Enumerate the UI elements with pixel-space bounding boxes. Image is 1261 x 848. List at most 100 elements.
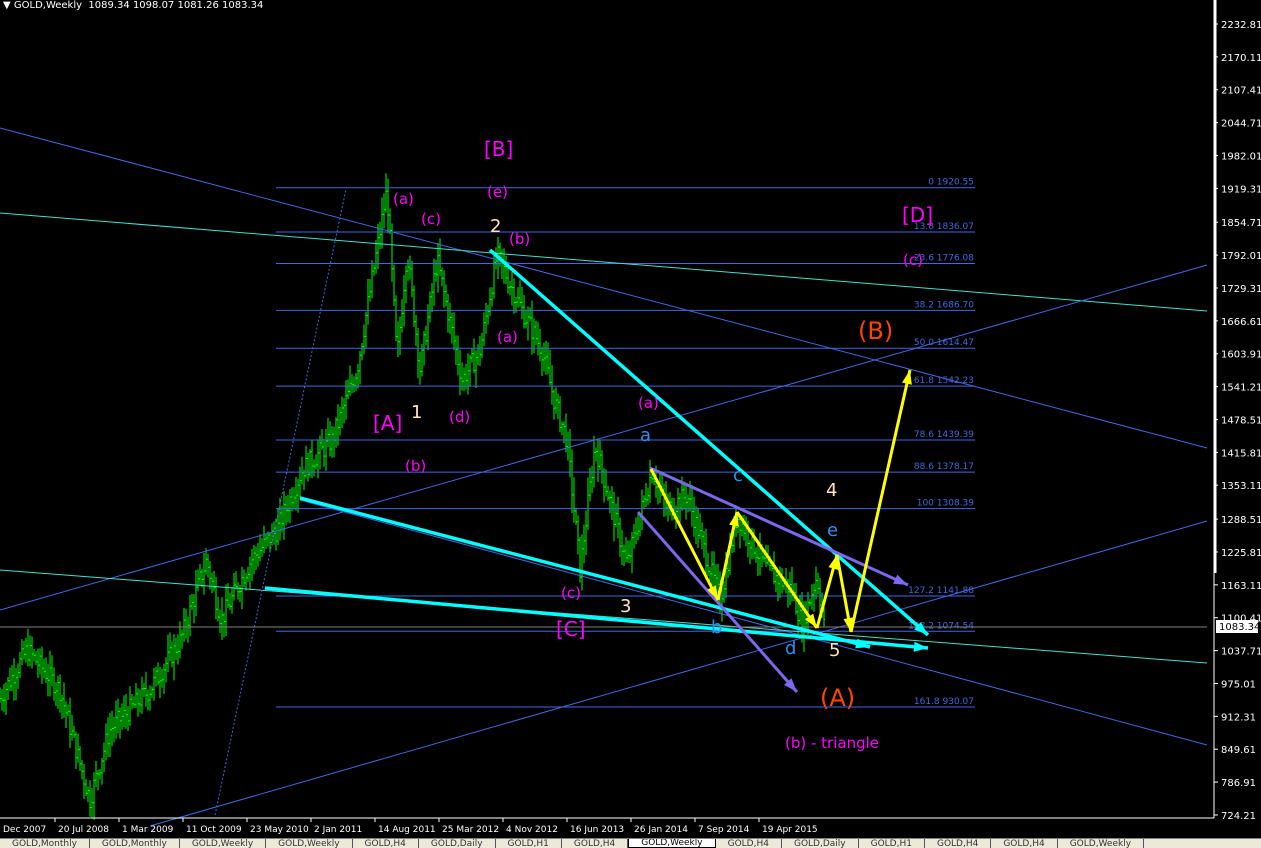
yellow-wave-arrow[interactable] [716,511,739,601]
wave-label: (e) [487,183,508,201]
yellow-wave-arrow[interactable] [649,468,720,601]
ohlc-bar [87,786,89,803]
chart-tab[interactable]: GOLD,Weekly [266,839,353,848]
ohlc-bar [77,733,79,763]
ohlc-bar [5,682,7,716]
chart-tab[interactable]: GOLD,H1 [496,839,562,848]
ohlc-bar [605,469,607,497]
ohlc-bar [381,197,383,249]
ohlc-bar [193,594,195,624]
ohlc-bar [455,335,457,366]
ohlc-bar [0,687,1,704]
ohlc-bar [687,494,689,513]
trendline-upper-blue[interactable] [0,127,1208,449]
ohlc-bar [319,435,321,470]
ohlc-bar [215,577,217,620]
ohlc-bar [489,287,491,317]
cyan-arrow-upper[interactable] [488,248,930,637]
chart-tabs: GOLD,Monthly GOLD,Monthly GOLD,Weekly GOLD,… [0,838,1261,848]
ohlc-bar [301,456,303,485]
ohlc-bar [481,332,483,359]
ohlc-bar [603,468,605,503]
ohlc-bar [83,763,85,800]
ohlc-bar [237,582,239,600]
symbol-label: GOLD,Weekly [13,0,83,11]
ohlc-bar [701,522,703,549]
ohlc-bar [517,287,519,308]
ohlc-bar [409,255,411,280]
ohlc-bar [629,540,631,564]
trendline-teal-lower[interactable] [0,569,1208,664]
cyan-arrow-lower[interactable] [264,586,929,652]
ohlc-bar [375,239,377,274]
ohlc-bar [113,716,115,743]
ohlc-bar [285,496,287,526]
chart-tab[interactable]: GOLD,H1 [859,839,925,848]
ohlc-bar [105,723,107,761]
trendline-teal-upper[interactable] [0,212,1208,312]
current-price-label: 1083.34 [1219,622,1260,633]
price-axis: 2232.81 2170.11 2107.41 2044.71 1982.01 1919.… [1213,0,1261,822]
price-tick-label: 1478.51 [1221,415,1261,426]
ohlc-bar [817,572,819,595]
ohlc-bar [709,566,711,581]
yellow-wave-arrow[interactable] [735,511,819,629]
ohlc-bar [551,365,553,405]
price-tick-label: 1037.71 [1221,647,1261,658]
chart-tab[interactable]: GOLD,H4 [562,839,629,848]
price-tick-label: 724.21 [1221,811,1256,822]
ohlc-bar [45,657,47,684]
ohlc-bar [161,668,163,688]
arrowhead-icon [707,585,718,600]
chart-tab[interactable]: GOLD,H4 [716,839,782,848]
ohlc-bar [373,264,375,276]
ohlc-bar [483,312,485,347]
chart-tab[interactable]: GOLD,Weekly [180,839,267,848]
trendline-dotted[interactable] [214,188,347,816]
ohlc-bar [663,483,665,517]
ohlc-bar [575,507,577,525]
purple-arrow-lower[interactable] [636,511,799,693]
ohlc-bar [363,324,365,355]
ohlc-bar [225,584,227,636]
wave-label: a [640,425,652,446]
ohlc-bar [699,513,701,540]
chart-tab[interactable]: GOLD,Daily [419,839,496,848]
yellow-wave-arrow[interactable] [849,369,912,633]
ohlc-bar [11,665,13,692]
ohlc-bar [49,650,51,697]
wave-label: (B) [858,317,894,345]
ohlc-bar [117,698,119,734]
ohlc-bar [325,429,327,471]
ohlc-bar [131,693,133,710]
wave-label: (c) [561,584,581,602]
price-tick-label: 2232.81 [1221,20,1261,31]
chart-tab[interactable]: GOLD,H4 [353,839,419,848]
dropdown-triangle-icon[interactable]: ▼ [3,0,14,11]
ohlc-bar [27,628,29,667]
ohlc-bar [347,379,349,400]
date-tick-label: 26 Jan 2014 [634,825,688,835]
trendline-lower-blue[interactable] [299,499,1208,746]
ohlc-bar [467,353,469,395]
chart-tab[interactable]: GOLD,Weekly [1058,839,1145,848]
ohlc-bar [205,548,207,575]
chart-tab[interactable]: GOLD,H4 [991,839,1058,848]
chart-tab[interactable]: GOLD,Monthly [0,839,90,848]
ohlc-bar [177,634,179,665]
channel-rising-lower[interactable] [149,520,1208,827]
yellow-wave-arrow[interactable] [815,554,839,629]
ohlc-bar [523,294,525,329]
channel-rising-upper[interactable] [0,264,1208,611]
fibonacci-retracement: 0 1920.55 13.8 1836.07 23.6 1776.08 38.2 16… [276,178,975,708]
ohlc-bar [601,450,603,484]
chart-tab[interactable]: GOLD,Monthly [90,839,180,848]
chart-tab[interactable]: GOLD,H4 [925,839,992,848]
ohlc-bar [511,269,513,306]
ohlc-bar [491,287,493,307]
chart-tab[interactable]: GOLD,Daily [782,839,859,848]
ohlc-bar [597,439,599,482]
ohlc-bar [263,525,265,554]
arrowhead-icon [804,613,817,628]
